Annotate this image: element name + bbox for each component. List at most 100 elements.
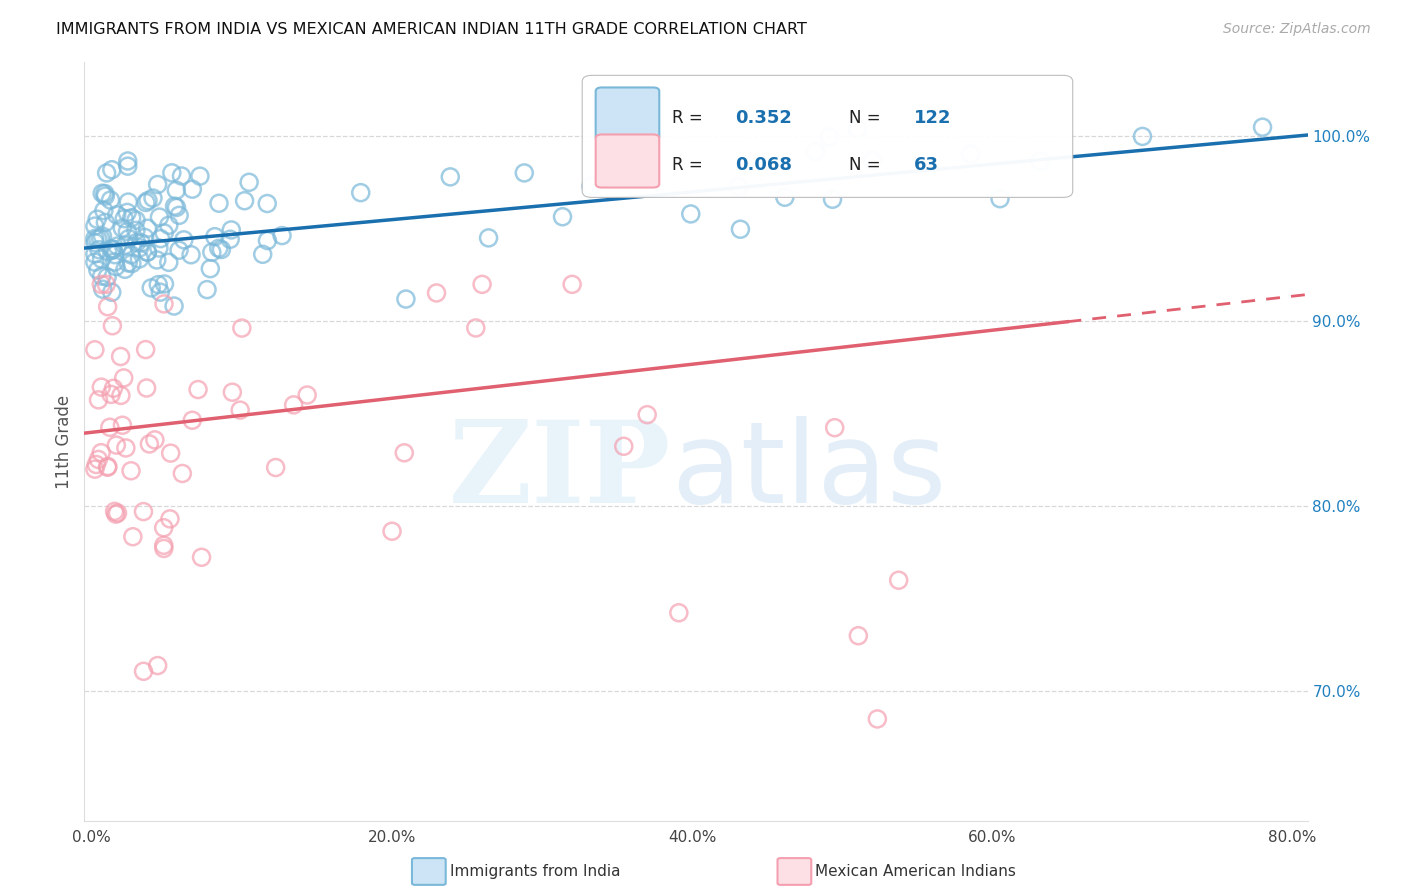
- Point: [121, 256, 143, 270]
- Point: [804, 145, 827, 159]
- Text: N =: N =: [849, 109, 886, 127]
- Text: N =: N =: [849, 156, 886, 174]
- Point: [117, 256, 139, 270]
- Point: [97, 300, 120, 314]
- Point: [170, 169, 193, 183]
- FancyBboxPatch shape: [582, 75, 1073, 197]
- Point: [149, 285, 172, 300]
- Point: [425, 285, 447, 300]
- Point: [135, 343, 157, 357]
- Point: [115, 441, 138, 455]
- Point: [219, 232, 242, 246]
- Point: [860, 153, 883, 168]
- Point: [103, 381, 125, 395]
- Point: [142, 191, 165, 205]
- Point: [117, 153, 139, 168]
- Point: [148, 210, 170, 224]
- Point: [90, 269, 112, 284]
- Point: [104, 255, 127, 269]
- Point: [256, 196, 278, 211]
- Point: [821, 192, 844, 206]
- Point: [187, 383, 209, 397]
- FancyBboxPatch shape: [596, 135, 659, 187]
- Point: [121, 211, 143, 225]
- Point: [157, 255, 180, 269]
- Point: [110, 388, 132, 402]
- Point: [221, 385, 243, 400]
- Point: [381, 524, 404, 539]
- Point: [86, 212, 108, 227]
- Point: [87, 392, 110, 407]
- Point: [100, 285, 122, 300]
- Point: [104, 260, 127, 274]
- Point: [91, 282, 114, 296]
- Point: [84, 458, 107, 472]
- Point: [152, 538, 174, 552]
- Point: [163, 299, 186, 313]
- Point: [83, 255, 105, 269]
- Point: [90, 445, 112, 459]
- Point: [166, 201, 188, 215]
- Point: [103, 243, 125, 257]
- Text: 0.352: 0.352: [735, 109, 792, 127]
- Point: [96, 270, 118, 285]
- Point: [208, 241, 231, 255]
- Point: [93, 203, 115, 218]
- Point: [146, 658, 169, 673]
- Point: [105, 208, 128, 222]
- Point: [83, 462, 105, 476]
- Point: [231, 321, 253, 335]
- Point: [121, 530, 143, 544]
- Point: [100, 242, 122, 256]
- Point: [152, 521, 174, 535]
- Point: [91, 186, 114, 201]
- Point: [90, 252, 112, 266]
- Point: [87, 452, 110, 467]
- Point: [98, 420, 121, 434]
- Point: [87, 232, 110, 246]
- Point: [134, 230, 156, 244]
- Point: [96, 166, 118, 180]
- Point: [988, 192, 1011, 206]
- Point: [97, 244, 120, 259]
- Point: [846, 122, 869, 136]
- Point: [727, 179, 749, 194]
- Point: [138, 437, 160, 451]
- Point: [824, 420, 846, 434]
- Point: [132, 505, 155, 519]
- Text: ZIP: ZIP: [450, 417, 672, 527]
- Point: [295, 388, 318, 402]
- Text: IMMIGRANTS FROM INDIA VS MEXICAN AMERICAN INDIAN 11TH GRADE CORRELATION CHART: IMMIGRANTS FROM INDIA VS MEXICAN AMERICA…: [56, 22, 807, 37]
- Point: [83, 219, 105, 233]
- Point: [818, 130, 841, 145]
- Point: [148, 241, 170, 255]
- Point: [181, 182, 204, 196]
- Point: [866, 712, 889, 726]
- Y-axis label: 11th Grade: 11th Grade: [55, 394, 73, 489]
- Point: [135, 195, 157, 210]
- FancyBboxPatch shape: [596, 87, 659, 141]
- Point: [668, 606, 690, 620]
- Point: [613, 439, 636, 453]
- Point: [163, 199, 186, 213]
- Point: [114, 238, 136, 252]
- Point: [94, 215, 117, 229]
- Point: [83, 231, 105, 245]
- Point: [252, 247, 274, 261]
- Text: Source: ZipAtlas.com: Source: ZipAtlas.com: [1223, 22, 1371, 37]
- Point: [773, 190, 796, 204]
- Point: [89, 231, 111, 245]
- Text: atlas: atlas: [672, 417, 946, 527]
- Point: [219, 223, 242, 237]
- Point: [117, 195, 139, 210]
- Point: [146, 252, 169, 267]
- Point: [180, 248, 202, 262]
- Point: [153, 226, 176, 240]
- Point: [136, 245, 159, 260]
- Point: [350, 186, 373, 200]
- Point: [100, 193, 122, 207]
- Point: [112, 371, 135, 385]
- Point: [114, 262, 136, 277]
- Point: [238, 175, 260, 189]
- Point: [87, 263, 110, 277]
